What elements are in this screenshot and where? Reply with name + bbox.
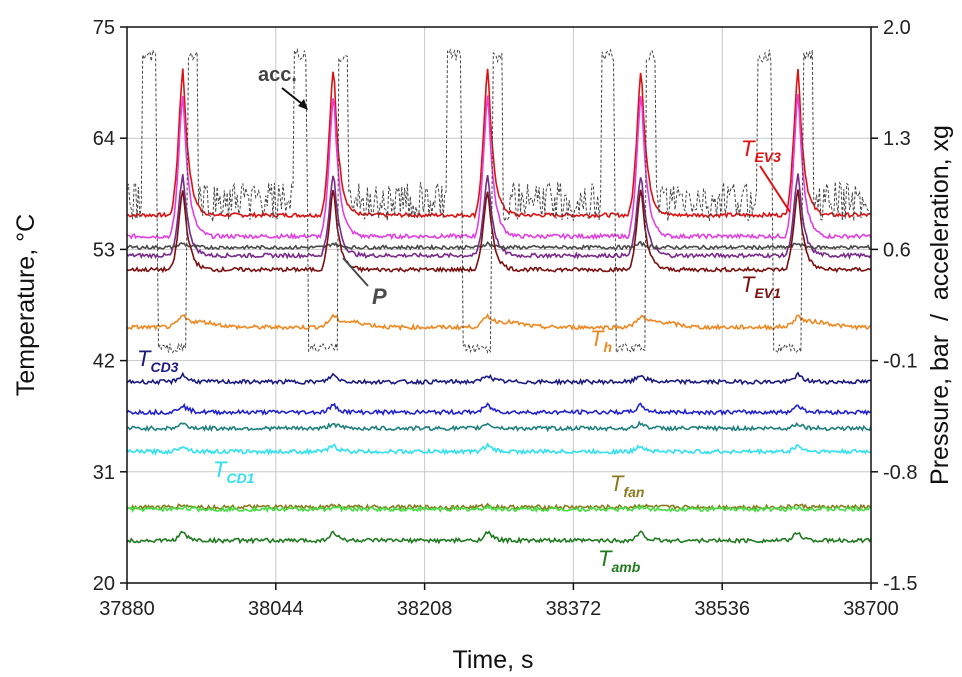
label-tamb: Tamb [598,546,641,575]
label-th: Th [590,326,612,355]
x-tick-label: 38700 [843,598,899,620]
label-tev1-main: T [741,272,756,297]
y-left-tick-label: 31 [93,462,115,484]
label-th-main: T [590,326,605,351]
series-annotations: acc. TEV3 P TEV1 Th TCD3 TCD1 Tfan Tamb [137,64,791,575]
y-right-tick-label: -0.1 [883,351,917,373]
label-tamb-main: T [598,546,613,571]
series-line-tcd_teal [127,420,872,433]
arrow-p [342,257,369,287]
series-line-tfan2 [126,504,872,514]
label-th-sub: h [603,339,612,355]
label-tev3-sub: EV3 [754,149,781,165]
series-line-acc [126,47,872,355]
label-tcd3: TCD3 [137,346,179,375]
plot-frame [120,26,878,590]
y-left-tick-label: 75 [93,17,115,39]
label-tev3-main: T [741,136,756,161]
series-line-tev3 [126,68,872,220]
y-left-tick-label: 64 [93,128,115,150]
y-right-tick-label: 0.6 [883,239,911,261]
label-tfan-sub: fan [623,484,644,500]
y-left-tick-label: 20 [93,573,115,595]
label-tcd3-main: T [137,346,152,371]
arrowhead-acc [298,99,308,110]
grid [127,27,871,583]
label-acc: acc. [258,64,297,86]
label-tcd1: TCD1 [213,457,255,486]
series-line-tcd2 [126,402,872,417]
series-line-th [126,312,872,332]
y-left-tick-label: 53 [93,239,115,261]
y-right-tick-label: -1.5 [883,573,917,595]
label-tcd3-sub: CD3 [150,359,178,375]
label-tfan-main: T [610,471,625,496]
label-tcd1-main: T [213,457,228,482]
series-line-tev_mid [126,173,872,260]
label-tev1-sub: EV1 [754,285,781,301]
series-line-tcd3 [126,371,872,386]
y-right-tick-label: -0.8 [883,462,917,484]
label-tfan: Tfan [610,471,644,500]
x-tick-label: 38044 [248,598,304,620]
series-line-p [126,240,872,251]
series-line-tev2 [126,94,872,241]
label-tev1: TEV1 [741,272,781,301]
y-axis-right-title: Pressure, bar / acceleration, xg [926,125,954,485]
y-axis-left-title: Temperature, °C [12,214,40,396]
series-lines [126,47,872,545]
tick-labels: 37880 38044 38208 38372 38536 38700 20 31 42 53 64… [93,17,918,620]
x-tick-label: 38536 [694,598,750,620]
label-tcd1-sub: CD1 [226,470,254,486]
series-line-tcd1 [126,442,871,456]
label-tamb-sub: amb [611,559,640,575]
y-right-tick-label: 1.3 [883,128,911,150]
plot-border [126,26,872,584]
x-tick-label: 38372 [546,598,602,620]
y-left-tick-label: 42 [93,351,115,373]
series-line-tamb [126,530,872,545]
x-tick-label: 38208 [397,598,453,620]
label-tev3: TEV3 [741,136,781,165]
label-p: P [372,284,387,309]
series-line-tev1 [126,189,872,274]
x-tick-label: 37880 [99,598,155,620]
x-axis-title: Time, s [452,646,533,674]
arrow-tev3 [759,165,791,213]
y-right-tick-label: 2.0 [883,17,911,39]
